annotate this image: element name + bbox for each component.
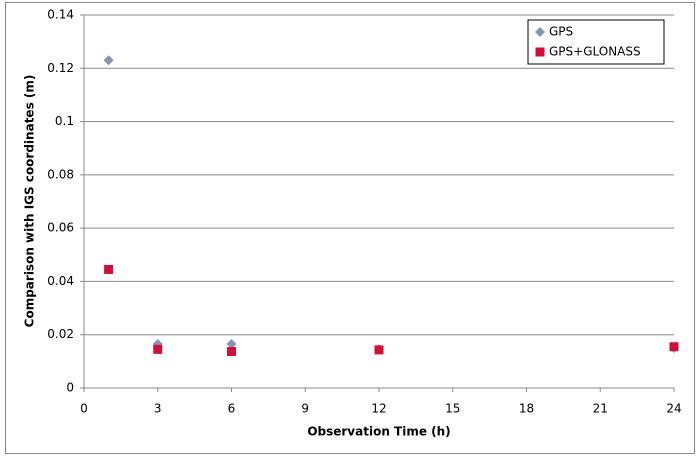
y-tick-label: 0 <box>66 381 74 395</box>
y-tick-label: 0.1 <box>55 114 74 128</box>
x-tick-label: 18 <box>519 402 534 416</box>
marker <box>535 27 545 37</box>
y-tick-label: 0.02 <box>47 327 74 341</box>
x-tick-label: 24 <box>666 402 681 416</box>
legend-box <box>527 19 665 65</box>
x-axis-title: Observation Time (h) <box>307 425 450 439</box>
x-tick-label: 21 <box>593 402 608 416</box>
marker <box>374 345 384 355</box>
y-tick-label: 0.06 <box>47 221 74 235</box>
x-tick-label: 3 <box>154 402 162 416</box>
marker <box>153 344 163 354</box>
legend-label: GPS <box>549 25 573 39</box>
legend-label: GPS+GLONASS <box>549 45 641 59</box>
x-tick-label: 9 <box>301 402 309 416</box>
marker <box>103 55 114 66</box>
marker <box>226 339 237 350</box>
y-tick-label: 0.12 <box>47 61 74 75</box>
x-tick-label: 15 <box>445 402 460 416</box>
y-axis-title: Comparison with IGS coordinates (m) <box>23 75 37 328</box>
y-tick-label: 0.04 <box>47 274 74 288</box>
y-tick-label: 0.08 <box>47 167 74 181</box>
marker <box>535 47 545 57</box>
x-tick-label: 12 <box>371 402 386 416</box>
marker <box>104 264 114 274</box>
marker <box>669 342 679 352</box>
y-tick-label: 0.14 <box>47 8 74 22</box>
x-tick-label: 0 <box>80 402 88 416</box>
x-tick-label: 6 <box>228 402 236 416</box>
marker <box>227 346 236 356</box>
